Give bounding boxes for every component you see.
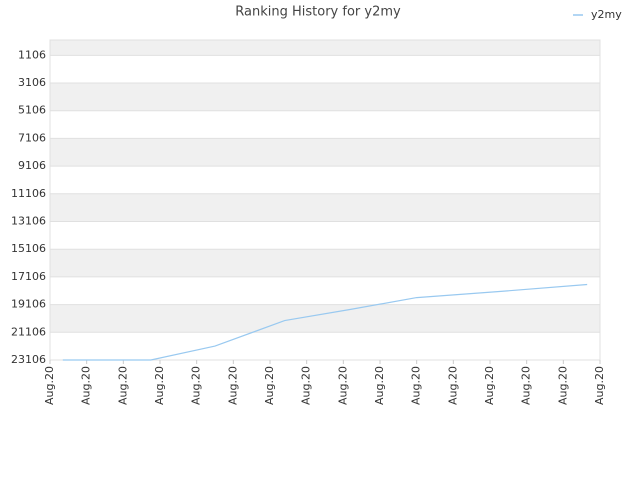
- y-tick-label: 11106: [11, 187, 46, 200]
- x-tick-label: Aug.20: [520, 366, 533, 405]
- data-line: [62, 283, 588, 361]
- y-tick-label: 5106: [18, 104, 46, 117]
- x-tick-label: Aug.20: [263, 366, 276, 405]
- y-tick-label: 3106: [18, 76, 46, 89]
- y-tick-label: 13106: [11, 215, 46, 228]
- x-tick-label: Aug.20: [373, 366, 386, 405]
- x-tick-label: Aug.20: [593, 366, 606, 405]
- legend-label: y2my: [591, 8, 622, 21]
- x-tick-label: Aug.20: [410, 366, 423, 405]
- y-tick-label: 15106: [11, 242, 46, 255]
- y-tick-label: 1106: [18, 48, 46, 61]
- grid-band: [50, 138, 600, 167]
- x-tick-label: Aug.20: [80, 366, 93, 405]
- x-tick-label: Aug.20: [483, 366, 496, 405]
- x-tick-label: Aug.20: [190, 366, 203, 405]
- grid-band: [50, 40, 600, 56]
- y-tick-label: 17106: [11, 270, 46, 283]
- x-tick-label: Aug.20: [300, 366, 313, 405]
- y-tick-label: 7106: [18, 131, 46, 144]
- x-tick-label: Aug.20: [556, 366, 569, 405]
- x-tick-label: Aug.20: [336, 366, 349, 405]
- y-tick-label: 19106: [11, 298, 46, 311]
- x-tick-label: Aug.20: [116, 366, 129, 405]
- grid-band: [50, 249, 600, 277]
- x-tick-label: Aug.20: [153, 366, 166, 405]
- x-tick-label: Aug.20: [43, 366, 56, 405]
- grid-band: [50, 304, 600, 333]
- x-tick-label: Aug.20: [226, 366, 239, 405]
- grid-band: [50, 193, 600, 222]
- y-tick-label: 9106: [18, 159, 46, 172]
- x-tick-label: Aug.20: [446, 366, 459, 405]
- y-tick-label: 23106: [11, 353, 46, 366]
- chart-title: Ranking History for y2my: [235, 5, 401, 20]
- y-tick-label: 21106: [11, 325, 46, 338]
- grid-band: [50, 83, 600, 111]
